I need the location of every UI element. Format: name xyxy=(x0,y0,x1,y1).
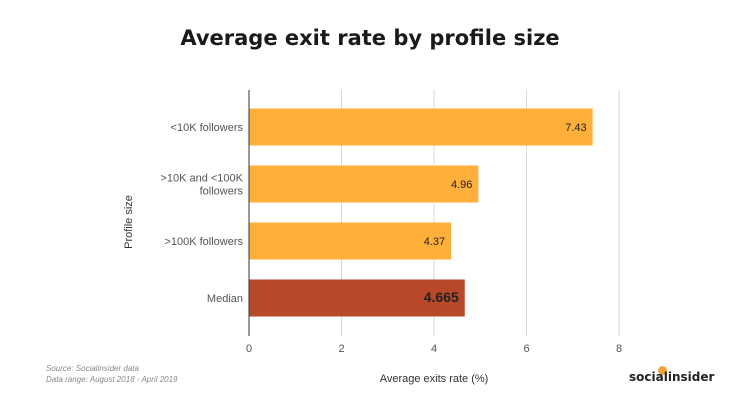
date-range-text: Data range: August 2018 - April 2019 xyxy=(46,375,178,384)
bar xyxy=(249,279,465,317)
bar-value-label: 4.96 xyxy=(451,179,472,191)
y-axis-title: Profile size xyxy=(123,195,135,249)
x-tick-label: 0 xyxy=(246,343,252,355)
bar-value-label: 7.43 xyxy=(565,122,586,134)
bar xyxy=(249,165,479,203)
x-axis-title: Average exits rate (%) xyxy=(380,373,489,385)
category-label: <10K followers xyxy=(171,122,244,134)
source-text: Source: Socialinsider data xyxy=(46,364,139,373)
category-label: >10K and <100K followers xyxy=(160,173,243,198)
x-tick-label: 8 xyxy=(616,343,622,355)
chart-title: Average exit rate by profile size xyxy=(180,26,560,50)
bar-value-label: 4.37 xyxy=(424,236,445,248)
brand-logo-dot-icon xyxy=(658,366,667,375)
bar-value-label: 4.665 xyxy=(424,289,459,305)
source-note: Source: Socialinsider data Data range: A… xyxy=(46,363,178,385)
x-tick-labels: 0 2 4 6 8 xyxy=(246,343,622,355)
category-label: >100K followers xyxy=(164,236,243,248)
brand-logo: socialinsider xyxy=(629,370,715,384)
category-labels: <10K followers >10K and <100K followers >10… xyxy=(160,122,243,305)
bar xyxy=(249,108,593,146)
x-tick-label: 2 xyxy=(338,343,344,355)
x-tick-label: 4 xyxy=(431,343,437,355)
bars: 7.43 4.96 4.37 4.665 xyxy=(249,108,593,317)
category-label: Median xyxy=(207,293,243,305)
x-tick-label: 6 xyxy=(523,343,529,355)
bar xyxy=(249,222,452,260)
